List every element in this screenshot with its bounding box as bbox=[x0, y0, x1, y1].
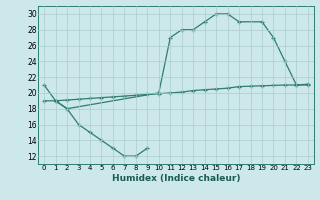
X-axis label: Humidex (Indice chaleur): Humidex (Indice chaleur) bbox=[112, 174, 240, 183]
